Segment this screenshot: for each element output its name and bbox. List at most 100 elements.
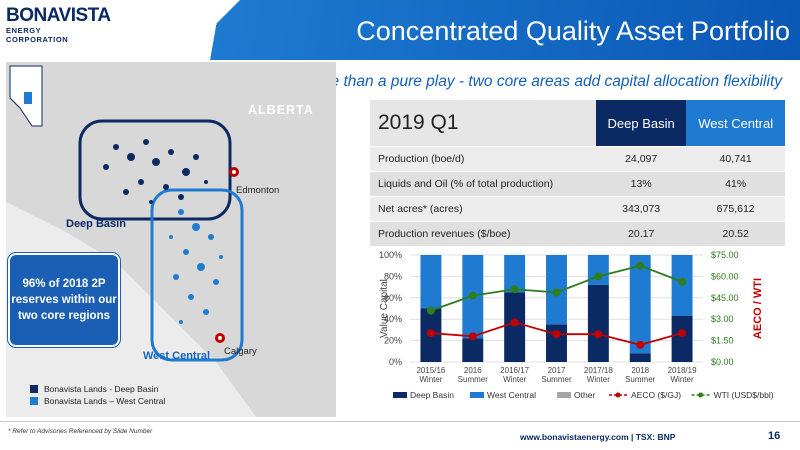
series-point [552, 288, 561, 297]
y2-tick-label: $1.50 [711, 336, 734, 346]
y-tick-label: 80% [384, 271, 402, 281]
legend-swatch [470, 392, 484, 398]
row-label: Liquids and Oil (% of total production) [370, 171, 596, 197]
x-tick-label: 2015/16 [416, 366, 445, 375]
legend-swatch [30, 385, 38, 393]
series-point [636, 340, 645, 349]
province-label: ALBERTA [248, 103, 314, 117]
legend-label: WTI (USD$/bbl) [714, 390, 774, 400]
bar-segment [587, 284, 609, 362]
edmonton-marker-icon [229, 167, 239, 177]
series-point [552, 330, 561, 339]
bar-segment [420, 255, 442, 309]
logo-tagline: ENERGY CORPORATION [6, 26, 69, 44]
bar-segment [504, 255, 526, 293]
cell-west-central: 40,741 [686, 146, 785, 172]
series-point [468, 291, 477, 300]
x-tick-label: Winter [503, 375, 526, 384]
reserves-callout: 96% of 2018 2P reserves within our two c… [8, 253, 120, 347]
west-central-outline [150, 188, 244, 362]
table-title: 2019 Q1 [370, 100, 596, 147]
x-tick-label: 2018/19 [668, 366, 697, 375]
row-label: Production revenues ($/boe) [370, 221, 596, 247]
series-point [678, 277, 687, 286]
bar-segment [671, 315, 693, 362]
x-tick-label: Summer [625, 375, 656, 384]
cell-deep-basin: 20.17 [596, 221, 687, 247]
cell-deep-basin: 13% [596, 171, 687, 197]
legend-swatch [30, 397, 38, 405]
series-point [594, 272, 603, 281]
map-legend-item: Bonavista Lands – West Central [30, 395, 165, 407]
alberta-map [6, 62, 336, 417]
bar-segment [629, 353, 651, 362]
bar-segment [629, 255, 651, 354]
map-legend-item: Bonavista Lands - Deep Basin [30, 383, 165, 395]
series-point [426, 329, 435, 338]
series-point [510, 285, 519, 294]
series-point [678, 329, 687, 338]
q1-metrics-table: 2019 Q1 Deep Basin West Central Producti… [370, 100, 785, 247]
page-number: 16 [768, 430, 781, 442]
y2-tick-label: $3.00 [711, 314, 734, 324]
y-tick-label: 40% [384, 314, 402, 324]
x-tick-label: 2016/17 [500, 366, 529, 375]
y-tick-label: 0% [389, 357, 402, 367]
x-tick-label: Winter [671, 375, 694, 384]
legend-label: Bonavista Lands – West Central [44, 396, 166, 406]
y2-tick-label: $0.00 [711, 357, 734, 367]
legend-label: West Central [487, 390, 536, 400]
region-label-west-central: West Central [143, 350, 211, 362]
x-tick-label: Summer [541, 375, 572, 384]
y-tick-label: 60% [384, 293, 402, 303]
slide-title: Concentrated Quality Asset Portfolio [356, 16, 790, 46]
company-logo: BONAVISTA ENERGY CORPORATION [6, 5, 111, 45]
series-point [426, 306, 435, 315]
region-label-deep-basin: Deep Basin [66, 218, 126, 230]
y2-tick-label: $45.00 [711, 293, 739, 303]
bar-segment [546, 324, 567, 362]
deep-basin-lands [103, 139, 208, 204]
cell-deep-basin: 24,097 [596, 146, 687, 172]
inset-province-icon [9, 65, 43, 127]
slide-subtitle: More than a pure play - two core areas a… [303, 73, 782, 90]
map-legend: Bonavista Lands - Deep Basin Bonavista L… [30, 383, 165, 407]
legend-swatch [393, 392, 407, 398]
logo-wordmark: BONAVISTA [6, 5, 111, 26]
legend-label: Other [574, 390, 595, 400]
column-header-west-central: West Central [686, 100, 785, 147]
series-point [510, 318, 519, 327]
column-header-deep-basin: Deep Basin [596, 100, 687, 147]
legend-swatch [557, 392, 571, 398]
x-tick-label: Summer [458, 375, 489, 384]
cell-west-central: 675,612 [686, 196, 785, 222]
city-label-edmonton: Edmonton [236, 185, 280, 196]
legend-label: Bonavista Lands - Deep Basin [44, 384, 159, 394]
legend-label: AECO ($/GJ) [631, 390, 681, 400]
calgary-marker-icon [215, 333, 225, 343]
x-tick-label: 2017/18 [584, 366, 613, 375]
cell-west-central: 20.52 [686, 221, 785, 247]
x-tick-label: Winter [419, 375, 442, 384]
city-label-calgary: Calgary [224, 346, 257, 357]
y-axis-label: Value Capital [379, 279, 390, 338]
y-tick-label: 20% [384, 336, 402, 346]
x-tick-label: 2017 [548, 366, 566, 375]
row-label: Production (boe/d) [370, 146, 596, 172]
footer-divider [0, 421, 800, 422]
y2-axis-label: AECO / WTI [752, 278, 764, 339]
bar-segment [462, 338, 484, 362]
title-banner [180, 0, 800, 60]
y2-tick-label: $75.00 [711, 250, 739, 260]
series-point [636, 261, 645, 270]
bar-segment [504, 292, 526, 362]
value-capital-chart: 0% 20% 40% 60% 80% 100% $0.00 $1.50 $3.00 $45.00 $… [379, 250, 774, 400]
legend-marker [698, 392, 704, 398]
y2-tick-label: $60.00 [711, 271, 739, 281]
y-tick-label: 100% [379, 250, 402, 260]
table-row: Liquids and Oil (% of total production) … [370, 171, 785, 197]
cell-deep-basin: 343,073 [596, 196, 687, 222]
table-row: Production (boe/d) 24,097 40,741 [370, 146, 785, 172]
cell-west-central: 41% [686, 171, 785, 197]
footer-note: * Refer to Advisories Referenced by Slid… [8, 428, 153, 435]
